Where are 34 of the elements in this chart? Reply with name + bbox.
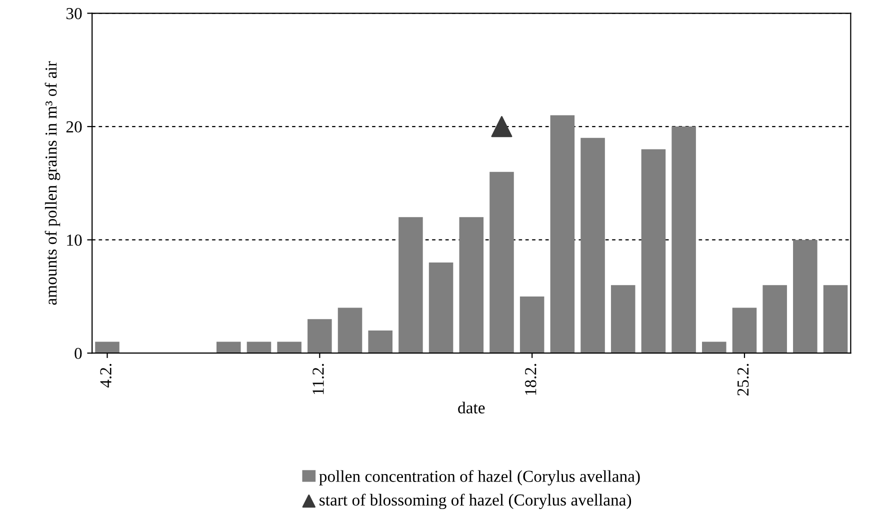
y-tick-label: 0 bbox=[74, 348, 82, 360]
x-tick-label: 4.2. bbox=[100, 364, 112, 388]
bar bbox=[732, 308, 757, 354]
y-axis-title: amounts of pollen grains in m³ of air bbox=[44, 61, 60, 305]
legend-label: pollen concentration of hazel (Corylus avellana) bbox=[319, 470, 640, 486]
bar bbox=[490, 172, 514, 354]
bar bbox=[277, 342, 302, 354]
bar bbox=[672, 126, 696, 354]
bar bbox=[793, 240, 818, 354]
legend-label: start of blossoming of hazel (Corylus avellana) bbox=[320, 494, 632, 510]
y-tick-label: 10 bbox=[67, 234, 82, 246]
y-tick-label: 20 bbox=[66, 121, 82, 132]
y-tick-label: 30 bbox=[66, 8, 82, 20]
bar bbox=[610, 285, 636, 354]
x-axis-title: date bbox=[458, 402, 485, 414]
bar bbox=[520, 296, 544, 354]
bar bbox=[580, 138, 605, 354]
bar bbox=[550, 115, 575, 354]
bar bbox=[398, 217, 423, 354]
bar bbox=[702, 342, 726, 354]
bar bbox=[368, 330, 392, 354]
bar bbox=[338, 308, 362, 354]
bar bbox=[823, 285, 848, 354]
bar bbox=[641, 149, 666, 354]
x-tick-label: 11.2. bbox=[312, 364, 324, 394]
bar bbox=[459, 217, 484, 354]
bar bbox=[762, 285, 787, 354]
bar bbox=[95, 342, 120, 354]
x-tick-label: 25.2. bbox=[737, 364, 749, 396]
bar bbox=[216, 342, 241, 354]
bar bbox=[246, 342, 272, 354]
x-tick-label: 18.2. bbox=[525, 364, 536, 395]
bar bbox=[308, 319, 332, 354]
bar bbox=[428, 262, 454, 354]
